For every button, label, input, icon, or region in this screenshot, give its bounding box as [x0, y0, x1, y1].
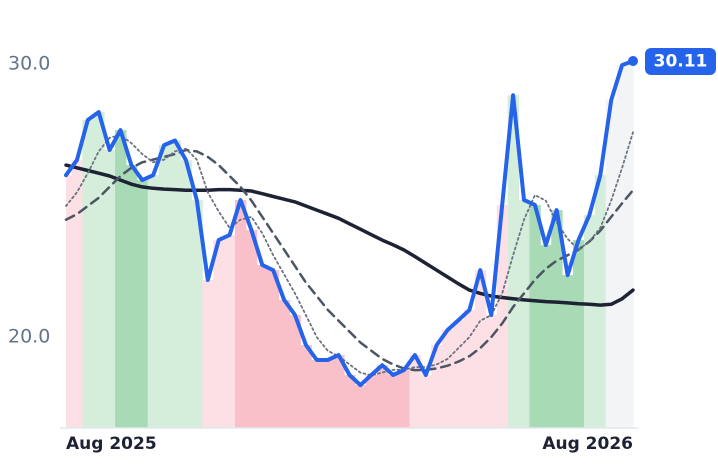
- shade-bar: [409, 355, 421, 428]
- x-tick-label: Aug 2025: [66, 434, 157, 454]
- shade-bar: [278, 299, 291, 428]
- shade-bar: [82, 120, 94, 429]
- shade-bar: [256, 264, 269, 428]
- shade-bar: [518, 200, 530, 428]
- shading: [66, 61, 634, 429]
- shade-bar: [453, 320, 465, 428]
- shade-bar: [202, 280, 214, 428]
- x-tick-label: Aug 2026: [542, 434, 633, 454]
- shade-bar: [540, 245, 552, 428]
- shade-bar: [213, 240, 225, 428]
- shade-bar: [627, 61, 634, 429]
- shade-bar: [235, 200, 247, 428]
- last-point: [628, 56, 638, 67]
- shade-bar: [463, 310, 476, 428]
- series-line: [64, 59, 635, 388]
- shade-bar: [496, 204, 509, 428]
- shade-bar: [594, 175, 607, 428]
- shade-bar: [485, 314, 498, 428]
- shade-bar: [147, 175, 160, 428]
- shade-bar: [605, 100, 618, 428]
- shade-bar: [529, 204, 541, 428]
- lines: [64, 59, 635, 388]
- shade-bar: [420, 375, 432, 428]
- shade-bar: [474, 270, 487, 428]
- y-tick-label: 20.0: [8, 326, 50, 348]
- shade-bar: [71, 160, 83, 428]
- shade-bar: [562, 275, 574, 428]
- shade-bar: [169, 140, 181, 428]
- shade-bar: [431, 344, 443, 428]
- shade-bar: [125, 165, 138, 428]
- shade-bar: [93, 112, 105, 429]
- shade-bar: [115, 130, 127, 428]
- shade-bar: [365, 375, 378, 428]
- shade-bar: [344, 375, 356, 428]
- series-line: [64, 163, 635, 307]
- shade-bar: [551, 210, 563, 428]
- shade-bar: [583, 215, 596, 428]
- shade-bar: [311, 360, 323, 428]
- shade-bar: [158, 145, 171, 428]
- shade-bar: [333, 355, 345, 428]
- shade-bar: [300, 344, 312, 428]
- shade-bar: [442, 329, 454, 428]
- shade-bar: [354, 385, 367, 428]
- shade-bar: [322, 360, 334, 428]
- shade-bar: [224, 234, 236, 428]
- shade-bar: [104, 150, 116, 428]
- value-badge: [645, 48, 716, 76]
- value-label: 30.11: [654, 52, 708, 72]
- shade-bar: [387, 375, 400, 428]
- y-tick-label: 30.0: [8, 53, 50, 75]
- shade-bar: [573, 240, 585, 428]
- shade-bar: [267, 270, 280, 428]
- shade-bar: [507, 95, 520, 429]
- shade-bar: [66, 175, 72, 428]
- shade-bar: [136, 180, 149, 428]
- shade-bar: [398, 370, 410, 428]
- shade-bar: [289, 314, 301, 428]
- shade-bar: [191, 200, 203, 428]
- shade-bar: [245, 230, 258, 428]
- shade-bar: [376, 365, 389, 428]
- shade-bar: [180, 160, 192, 428]
- shade-bar: [616, 65, 629, 429]
